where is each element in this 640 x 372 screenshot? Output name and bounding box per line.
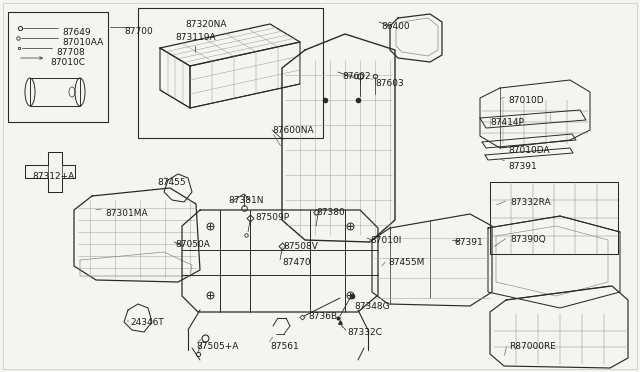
Text: 87348G: 87348G xyxy=(354,302,390,311)
Text: 87391: 87391 xyxy=(508,162,537,171)
Text: 87455M: 87455M xyxy=(388,258,424,267)
Text: 87332RA: 87332RA xyxy=(510,198,550,207)
Text: 87470: 87470 xyxy=(282,258,310,267)
Text: R87000RE: R87000RE xyxy=(509,342,556,351)
Text: 87381N: 87381N xyxy=(228,196,264,205)
Bar xyxy=(490,182,618,254)
Text: 87312+A: 87312+A xyxy=(32,172,74,181)
Text: 87050A: 87050A xyxy=(175,240,210,249)
Text: 24346T: 24346T xyxy=(130,318,164,327)
Text: 8736B: 8736B xyxy=(308,312,337,321)
Text: 87320NA: 87320NA xyxy=(185,20,227,29)
Text: 87391: 87391 xyxy=(454,238,483,247)
Text: 87455: 87455 xyxy=(157,178,186,187)
Bar xyxy=(30,78,80,106)
Text: 87414P: 87414P xyxy=(490,118,524,127)
Text: 87508V: 87508V xyxy=(283,242,318,251)
Text: 87603: 87603 xyxy=(375,79,404,88)
Text: 87010DA: 87010DA xyxy=(508,146,550,155)
Text: 87390Q: 87390Q xyxy=(510,235,546,244)
Bar xyxy=(138,8,323,138)
Text: 87301MA: 87301MA xyxy=(105,209,148,218)
Text: 87505+A: 87505+A xyxy=(196,342,238,351)
Text: 87380: 87380 xyxy=(316,208,345,217)
Text: 87010D: 87010D xyxy=(508,96,543,105)
Text: 86400: 86400 xyxy=(381,22,410,31)
Text: 87600NA: 87600NA xyxy=(272,126,314,135)
Bar xyxy=(8,12,108,122)
Text: 87602: 87602 xyxy=(342,72,371,81)
Text: 87708: 87708 xyxy=(56,48,84,57)
Text: 87010C: 87010C xyxy=(50,58,85,67)
Text: 87509P: 87509P xyxy=(255,213,289,222)
Text: 87332C: 87332C xyxy=(347,328,382,337)
Text: 87010I: 87010I xyxy=(370,236,401,245)
Text: 873119A: 873119A xyxy=(175,33,216,42)
Text: 87700: 87700 xyxy=(124,27,153,36)
Text: 87561: 87561 xyxy=(270,342,299,351)
Text: 87649: 87649 xyxy=(62,28,91,37)
Text: 87010AA: 87010AA xyxy=(62,38,103,47)
